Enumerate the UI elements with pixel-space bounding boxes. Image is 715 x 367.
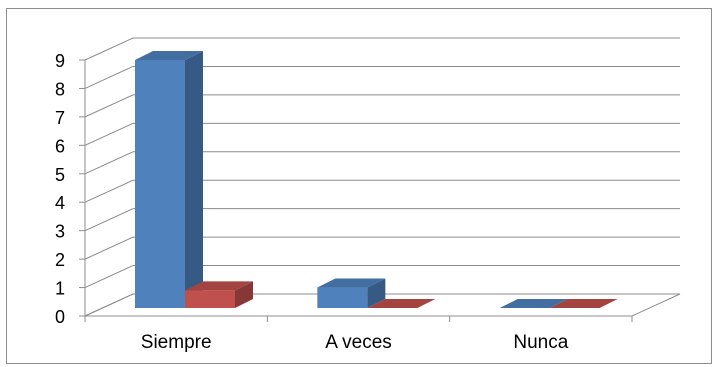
y-tick-label: 7 [55, 108, 65, 128]
bars [135, 51, 618, 308]
bar-side [185, 51, 203, 308]
y-tick-label: 6 [55, 136, 65, 156]
bar-top [185, 281, 253, 291]
category-label: Nunca [513, 332, 568, 353]
gridline-side [84, 265, 134, 289]
category-label: A veces [325, 332, 392, 353]
y-tick-label: 5 [55, 165, 65, 185]
y-tick-label: 1 [55, 279, 65, 299]
category-label: Siempre [141, 332, 212, 353]
bar-front [317, 287, 368, 308]
bar [317, 278, 386, 308]
bar [367, 299, 436, 308]
bar-top [549, 299, 618, 308]
y-tick-label: 9 [55, 51, 65, 71]
y-tick-label: 8 [55, 79, 65, 99]
bar-side [367, 278, 386, 308]
gridline-side [84, 208, 134, 232]
bar [135, 51, 203, 308]
gridline-side [84, 236, 134, 260]
y-tick-label: 2 [55, 250, 65, 270]
y-tick-label: 3 [55, 222, 65, 242]
gridline-side [84, 37, 134, 61]
gridline-side [84, 151, 134, 175]
bar-front [185, 290, 235, 308]
gridline-side [84, 94, 134, 118]
y-tick-label: 4 [55, 193, 65, 213]
bar-side [235, 281, 253, 308]
gridline-side [84, 179, 134, 203]
bar [549, 299, 618, 308]
bar-top [499, 299, 568, 308]
gridline-side [84, 122, 134, 146]
bar-top [135, 51, 203, 60]
gridline-side [84, 293, 134, 317]
bar-front [135, 60, 185, 308]
bar-top [367, 299, 436, 308]
bar-top [317, 278, 386, 288]
bar [499, 299, 568, 308]
axes [79, 59, 633, 322]
gridlines [84, 37, 680, 317]
gridline-side [84, 65, 134, 89]
y-tick-label: 0 [55, 307, 65, 327]
category-labels: Siempre A veces Nunca [141, 332, 569, 353]
y-tick-labels: 0 1 2 3 4 5 6 7 8 9 [55, 51, 65, 327]
bar [185, 281, 253, 308]
